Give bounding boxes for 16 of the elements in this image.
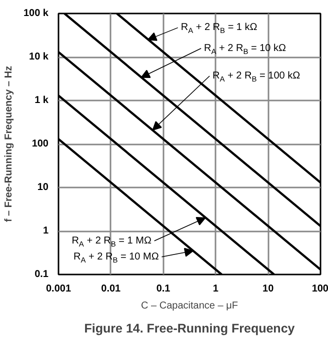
y-tick-label: 10 k [29,52,49,62]
y-axis-title: f – Free-Running Frequency – Hz [3,66,14,222]
y-tick-label: 100 [32,138,49,150]
y-tick-label: 1 k [34,95,49,106]
x-tick-label: 0.001 [46,284,72,294]
x-tick-label: 1 [212,284,219,294]
y-tick-label: 1 [42,226,49,236]
text: Figure 14. Free-Running Frequency [84,322,295,336]
y-tick-label: 0.1 [34,269,49,280]
y-tick-label: 100 k [23,8,49,19]
x-tick-label: 10 [262,284,274,294]
x-axis-title: C – Capacitance – μF [141,300,238,312]
x-tick-label: 100 [312,284,328,294]
y-tick-label: 10 [37,182,49,193]
x-tick-label: 0.01 [101,284,122,294]
x-tick-label: 0.1 [156,284,171,294]
